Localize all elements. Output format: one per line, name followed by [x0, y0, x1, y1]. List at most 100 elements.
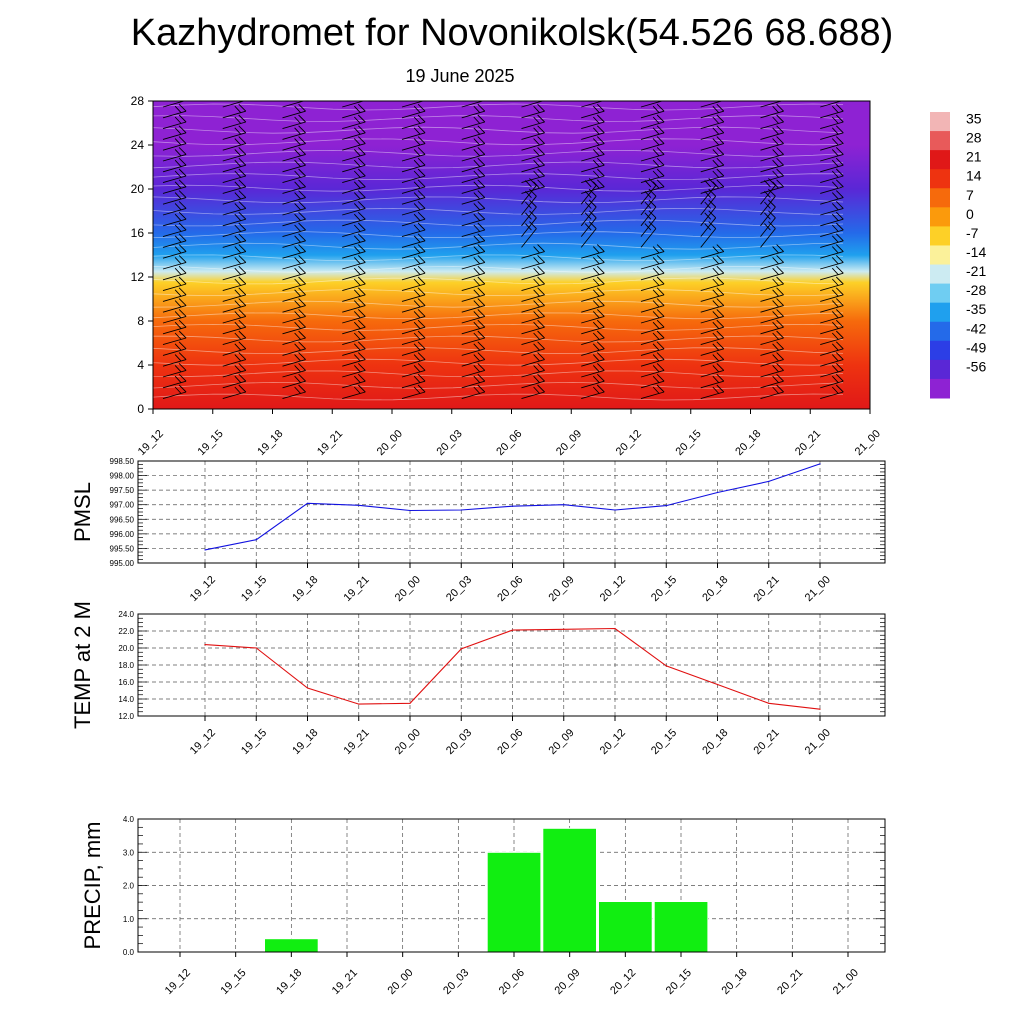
wind-barb-flag: [178, 211, 187, 220]
wind-barb-flag: [294, 213, 301, 222]
wind-barb-shaft: [461, 380, 485, 389]
wind-barb-flag: [473, 246, 481, 254]
wind-barb-flag: [353, 213, 361, 222]
wind-barb-flag: [892, 247, 898, 254]
panel-frame: [137, 460, 886, 564]
colorbar-legend: 35 28 21 14 7 0 -7 -14 -21 -28 -35 -42 -49 -56: [930, 111, 986, 399]
wind-barb-flag: [831, 289, 839, 297]
wind-barb-flag: [298, 341, 306, 350]
data-point: [306, 502, 309, 504]
wind-barb-flag: [298, 244, 306, 252]
wind-barb-flag: [764, 201, 771, 209]
wind-barb-flag: [835, 363, 844, 371]
wind-barb-flag: [298, 114, 306, 123]
wind-barb-shaft: [162, 359, 187, 367]
wind-barb-flag: [353, 246, 361, 254]
colorbar-label: 28: [966, 130, 982, 146]
wind-barb-flag: [892, 257, 898, 264]
wind-barb-flag: [835, 147, 844, 155]
wind-barb-flag: [178, 276, 187, 285]
wind-barb-shaft: [581, 283, 605, 292]
wind-barb-shaft: [342, 294, 366, 302]
wind-barb-flag: [178, 190, 187, 198]
wind-barb-flag: [178, 341, 187, 350]
x-tick-label: 20_09: [547, 574, 577, 604]
wind-barb-flag: [831, 332, 839, 340]
wind-barb-flag: [831, 386, 839, 394]
wind-barb-flag: [533, 300, 540, 308]
wind-barb-flag: [417, 255, 426, 263]
wind-barb-flag: [892, 214, 898, 221]
wind-barb-flag: [413, 213, 421, 222]
wind-barb-shaft: [700, 132, 724, 140]
wind-barb-shaft: [401, 326, 426, 335]
wind-barb-flag: [473, 300, 481, 308]
wind-barb-shaft: [820, 153, 844, 162]
wind-barb-shaft: [820, 348, 844, 356]
colorbar-label: -28: [966, 282, 986, 298]
wind-barb-flag: [174, 149, 182, 157]
wind-barb-shaft: [700, 121, 724, 130]
wind-barb-flag: [413, 127, 421, 135]
wind-barb-flag: [477, 179, 486, 188]
wind-barb-shaft: [880, 360, 903, 367]
wind-barb-shaft: [162, 261, 187, 270]
wind-barb-flag: [413, 311, 421, 319]
wind-barb-shaft: [880, 252, 903, 259]
colorbar-swatch: [930, 359, 950, 380]
wind-barb-shaft: [222, 121, 246, 130]
wind-barb-flag: [477, 341, 486, 350]
wind-barb-flag: [413, 267, 421, 276]
wind-barb-flag: [238, 319, 247, 328]
data-point: [665, 665, 667, 667]
wind-barb-flag: [357, 341, 366, 350]
wind-barb-flag: [652, 289, 660, 297]
wind-barb-shaft: [640, 121, 665, 130]
x-tick-label: 20_18: [733, 428, 763, 458]
wind-barb-shaft: [700, 369, 724, 378]
wind-barb-flag: [533, 116, 540, 124]
x-tick-label: 20_15: [649, 574, 679, 604]
wind-barb-flag: [533, 246, 540, 254]
wind-barb-flag: [652, 300, 660, 308]
y-tick-label: 16: [131, 226, 145, 240]
y-tick-label: 1.0: [123, 915, 135, 924]
wind-barb-shaft: [342, 359, 366, 367]
wind-barb-flag: [238, 233, 247, 242]
wind-barb-flag: [413, 289, 421, 297]
contour-line: [153, 277, 844, 285]
wind-barb-flag: [298, 363, 306, 371]
wind-barb-flag: [596, 114, 605, 123]
wind-barb-shaft: [342, 240, 366, 248]
x-tick-label: 19_18: [290, 574, 320, 604]
wind-barb-flag: [238, 373, 247, 382]
wind-barb-flag: [533, 159, 540, 168]
wind-barb-flag: [234, 192, 242, 200]
wind-barb-flag: [178, 103, 187, 112]
wind-barb-flag: [712, 311, 720, 319]
x-tick-label: 19_18: [274, 967, 304, 997]
x-tick-label: 19_21: [315, 428, 345, 458]
wind-barb-flag: [234, 224, 242, 232]
wind-barb-flag: [835, 352, 844, 360]
wind-barb-flag: [234, 159, 242, 168]
wind-barb-shaft: [162, 272, 187, 281]
y-tick-label: 3.0: [123, 848, 135, 857]
wind-barb-flag: [716, 136, 725, 144]
x-tick-label: 20_15: [674, 428, 704, 458]
wind-barb-flag: [704, 223, 712, 231]
wind-barb-flag: [835, 373, 844, 382]
y-tick-label: 20: [131, 182, 145, 196]
wind-barb-flag: [656, 103, 665, 112]
wind-barb-shaft: [342, 143, 366, 151]
wind-barb-shaft: [342, 186, 366, 194]
wind-barb-flag: [835, 265, 844, 274]
wind-barb-flag: [716, 125, 725, 134]
wind-barb-flag: [592, 116, 600, 124]
wind-barb-flag: [896, 180, 903, 187]
wind-barb-flag: [596, 341, 605, 350]
wind-barb-flag: [648, 188, 657, 197]
data-point: [306, 687, 309, 689]
data-point: [409, 702, 411, 704]
wind-barb-shaft: [521, 315, 545, 324]
